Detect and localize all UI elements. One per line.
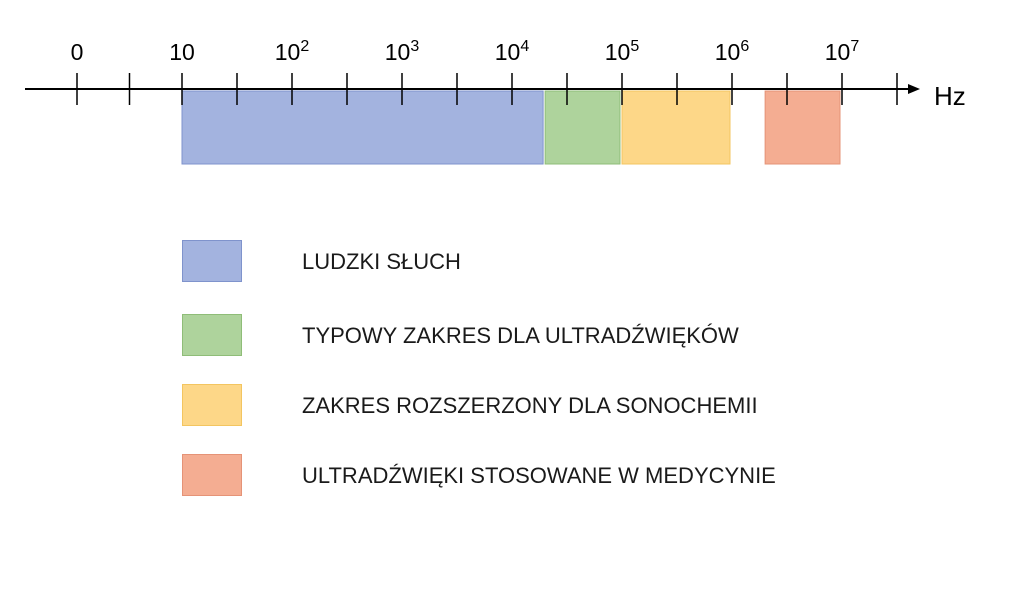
legend-label-medical: ULTRADŹWIĘKI STOSOWANE W MEDYCYNIE — [302, 463, 776, 488]
legend-row-sonochemistry: ZAKRES ROZSZERZONY DLA SONOCHEMII — [182, 384, 942, 428]
legend-swatch-ultrasound — [182, 314, 242, 356]
range-bar-ultrasound — [544, 90, 621, 165]
axis-tick-label: 104 — [495, 38, 530, 65]
axis-tick-label: 106 — [715, 38, 750, 65]
legend-swatch-medical — [182, 454, 242, 496]
legend-row-medical: ULTRADŹWIĘKI STOSOWANE W MEDYCYNIE — [182, 454, 942, 498]
range-bar-medical — [764, 90, 841, 165]
axis-tick-label: 103 — [385, 38, 420, 65]
axis-tick-label: 105 — [605, 38, 640, 65]
axis-tick-label: 102 — [275, 38, 310, 65]
legend-label-human: LUDZKI SŁUCH — [302, 249, 461, 274]
axis-tick-label: 107 — [825, 38, 860, 65]
legend-row-ultrasound: TYPOWY ZAKRES DLA ULTRADŹWIĘKÓW — [182, 314, 942, 358]
range-bar-sonochemistry — [621, 90, 731, 165]
legend-label-ultrasound: TYPOWY ZAKRES DLA ULTRADŹWIĘKÓW — [302, 323, 739, 348]
axis-arrow-icon — [908, 84, 920, 94]
legend-row-human: LUDZKI SŁUCH — [182, 240, 942, 284]
legend-swatch-human — [182, 240, 242, 282]
legend-swatch-sonochemistry — [182, 384, 242, 426]
legend-label-sonochemistry: ZAKRES ROZSZERZONY DLA SONOCHEMII — [302, 393, 758, 418]
axis-tick-label: 10 — [169, 39, 195, 65]
axis-tick-label: 0 — [71, 39, 84, 65]
range-bar-human — [181, 90, 544, 165]
axis-unit-label: Hz — [934, 81, 966, 111]
